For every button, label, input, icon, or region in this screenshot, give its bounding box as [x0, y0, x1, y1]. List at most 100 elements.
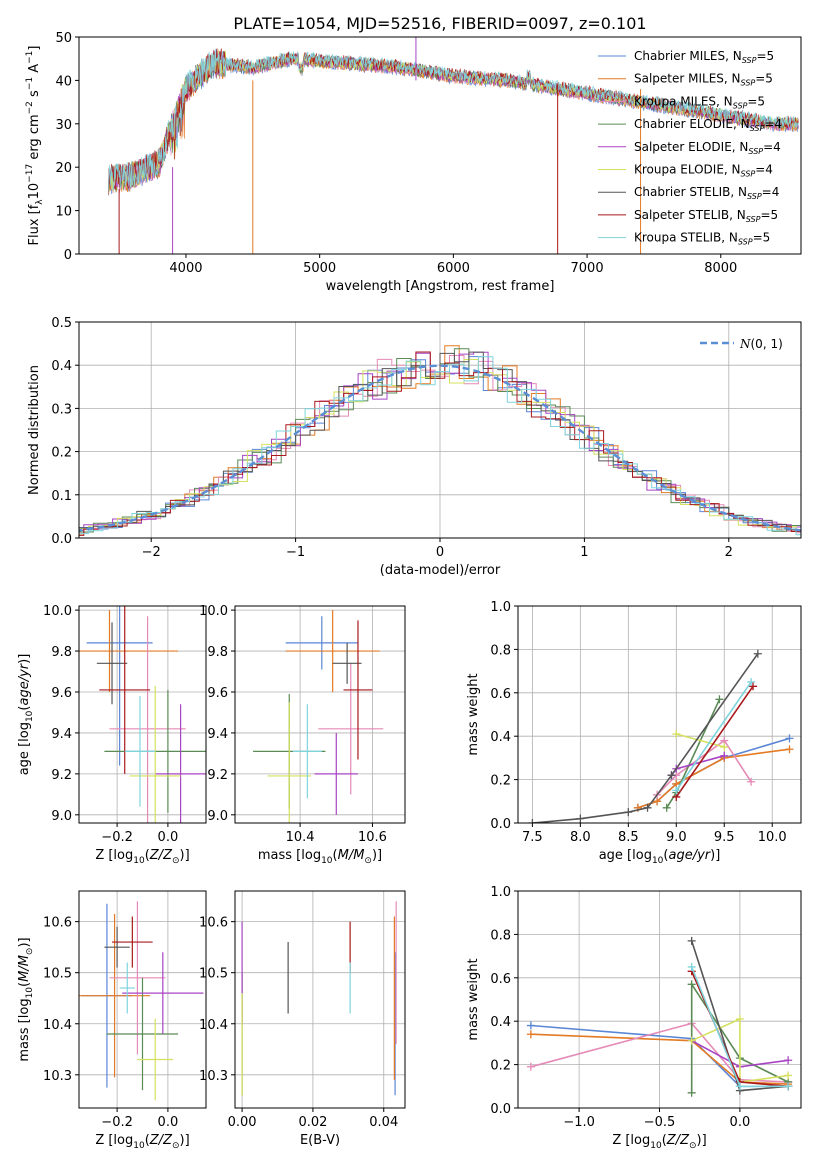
- weight_vs_Z-ytick-label: 0.0: [490, 1102, 511, 1117]
- mass_vs_Z-point: [162, 992, 164, 994]
- residuals-ytick-label: 0.0: [51, 532, 72, 547]
- weight_vs_age-marker: [576, 814, 585, 823]
- spectrum-ylabel-sup: −17: [25, 164, 35, 183]
- weight_vs_age-xtick-label: 8.0: [570, 830, 591, 845]
- weight_vs_Z-label-sub: 10: [650, 1141, 662, 1151]
- weight_vs_age-marker: [667, 771, 676, 780]
- weight_vs_age-ytick-label: 1.0: [490, 600, 511, 615]
- spectrum-legend-suffix: =4: [755, 163, 773, 177]
- mass_vs_Z-point: [131, 941, 134, 943]
- mass_vs_EBV-xtick-label: 0.04: [369, 1115, 398, 1130]
- weight_vs_Z-label-text: )]: [697, 1133, 707, 1148]
- spectrum-legend-name: Kroupa ELODIE, N: [634, 163, 741, 177]
- age_vs_Z-ytick-label: 10.0: [43, 604, 72, 619]
- spectrum-legend-name: Kroupa MILES, N: [634, 94, 733, 108]
- weight_vs_Z-ylabel-text: mass weight: [466, 958, 481, 1040]
- mass_vs_Z-label-text: Z [log: [95, 1133, 133, 1148]
- age_vs_mass-point: [357, 689, 359, 691]
- weight_vs_Z-marker: [687, 980, 696, 989]
- age_vs_Z-label-text: (: [145, 848, 150, 863]
- age_vs_Z-plot-area: [79, 606, 206, 823]
- weight_vs_Z-marker: [735, 1015, 744, 1024]
- spectrum-legend-label: Kroupa MILES, NSSP=5: [634, 94, 765, 110]
- weight_vs_age-marker: [715, 695, 724, 704]
- age_vs_Z-point: [154, 775, 156, 777]
- age_vs_mass-label-text: (: [333, 848, 338, 863]
- mass_vs_Z-label-sub: 10: [133, 1141, 145, 1151]
- weight_vs_Z-ytick-label: 0.2: [490, 1059, 511, 1074]
- weight_vs_age-line-7: [675, 685, 754, 798]
- spectrum-ytick-label: 20: [55, 161, 72, 176]
- spectrum-ylabel-text: 10: [27, 183, 42, 200]
- weight_vs_age-line-8: [675, 681, 752, 791]
- mass_vs_Z-ytick-label: 10.6: [43, 916, 72, 931]
- spectrum-ylabel-sup: −2: [25, 101, 35, 114]
- weight_vs_age-marker: [749, 682, 758, 691]
- weight_vs_age-label-sub: 10: [652, 856, 664, 866]
- weight_vs_age-ytick-label: 0.2: [490, 774, 511, 789]
- weight_vs_Z-label-sub: ⊙: [689, 1141, 697, 1151]
- mass_vs_Z-label-text: (: [145, 1133, 150, 1148]
- spectrum-legend-name: Salpeter STELIB, N: [634, 208, 746, 222]
- residuals-plot-area: [79, 345, 801, 537]
- age_vs_Z-xtick-label: 0.0: [158, 830, 179, 845]
- spectrum-legend-label: Salpeter ELODIE, NSSP=4: [634, 140, 781, 156]
- spectrum-legend-sub: SSP: [741, 79, 756, 88]
- spectrum-ytick-label: 0: [64, 248, 72, 263]
- spectrum-legend-suffix: =4: [764, 117, 782, 131]
- residuals-legend: N(0, 1): [700, 337, 783, 351]
- spectrum-ylabel-text: A: [27, 64, 42, 77]
- residuals-frame: [78, 321, 802, 539]
- spectrum-legend-label: Chabrier MILES, NSSP=5: [634, 49, 774, 65]
- mass_vs_Z-ytick-label: 10.4: [43, 1018, 72, 1033]
- weight_vs_Z-label-text: (: [662, 1133, 667, 1148]
- weight_vs_Z-marker: [526, 1021, 535, 1030]
- spectrum-legend-sub: SSP: [733, 101, 748, 110]
- weight_vs_Z-label-text: Z/Z: [666, 1133, 690, 1148]
- mass_vs_Z-plot-area: [79, 901, 204, 1101]
- residuals-panel: −2 −1 0 1 2 0.0 0.1 0.2 0.3 0.4 0.5 N(0, 1) (data-mo…: [27, 316, 802, 578]
- weight_vs_age-marker: [785, 745, 794, 754]
- mass_vs_Z-frame: [78, 890, 207, 1109]
- weight_vs_Z-marker: [687, 1036, 696, 1045]
- weight_vs_Z-marker: [784, 1071, 793, 1080]
- weight_vs_age-marker: [624, 808, 633, 817]
- mass_vs_EBV-xtick-label: 0.00: [228, 1115, 257, 1130]
- weight_vs_Z-marker: [526, 1030, 535, 1039]
- weight_vs_age-marker: [528, 819, 537, 823]
- mass_vs_Z-point: [113, 994, 116, 997]
- weight_vs_age-plot-area: [528, 649, 794, 823]
- age_vs_Z-xtick-label: −0.2: [101, 830, 133, 845]
- weight_vs_age-ytick-label: 0.4: [490, 730, 511, 745]
- weight_vs_age-marker: [720, 751, 729, 760]
- age_vs_Z-point: [111, 662, 113, 665]
- age_vs_Z-label-text: )]: [180, 848, 190, 863]
- weight_vs_Z-ylabel: mass weight: [466, 958, 481, 1040]
- weight_vs_Z-ytick-label: 0.8: [490, 928, 511, 943]
- age_vs_Z-xlabel: Z [log10(Z/Z⊙)]: [95, 848, 189, 866]
- spectrum-legend-sub: SSP: [747, 192, 762, 201]
- age_vs_Z-point: [123, 689, 126, 691]
- weight_vs_age-xtick-label: 8.5: [618, 830, 639, 845]
- age_vs_mass-panel: 10.4 10.6 9.0 9.2 9.4 9.6 9.8 10.0 mass [log10(M…: [199, 604, 406, 866]
- spectrum-xtick-label: 6000: [437, 261, 470, 276]
- mass_vs_Z-label-text: )]: [17, 937, 32, 947]
- age_vs_mass-ytick-label: 9.2: [207, 768, 228, 783]
- weight_vs_Z-plot-area: [526, 936, 793, 1097]
- age_vs_Z-ytick-label: 9.0: [51, 809, 72, 824]
- age_vs_mass-xtick-label: 10.6: [358, 830, 387, 845]
- weight_vs_age-ytick-label: 0.6: [490, 687, 511, 702]
- weight_vs_Z-marker: [687, 962, 696, 971]
- spectrum-legend-sub: SSP: [748, 147, 763, 156]
- age_vs_Z-ytick-label: 9.2: [51, 768, 72, 783]
- weight_vs_Z-label-text: Z [log: [612, 1133, 650, 1148]
- age_vs_mass-ytick-label: 9.8: [207, 645, 228, 660]
- age_vs_Z-label-text: age/yr: [17, 662, 32, 705]
- spectrum-ylabel: Flux [fλ10−17 erg cm−2 s−1 A−1]: [25, 46, 45, 246]
- age_vs_mass-label-sub: 10: [321, 856, 333, 866]
- weight_vs_Z-line-5: [691, 1017, 789, 1083]
- weight_vs_age-label-text: age [log: [599, 848, 652, 863]
- weight_vs_age-marker: [672, 786, 681, 795]
- residuals-xtick-label: 0: [436, 545, 444, 560]
- mass_vs_Z-xtick-label: 0.0: [158, 1115, 179, 1130]
